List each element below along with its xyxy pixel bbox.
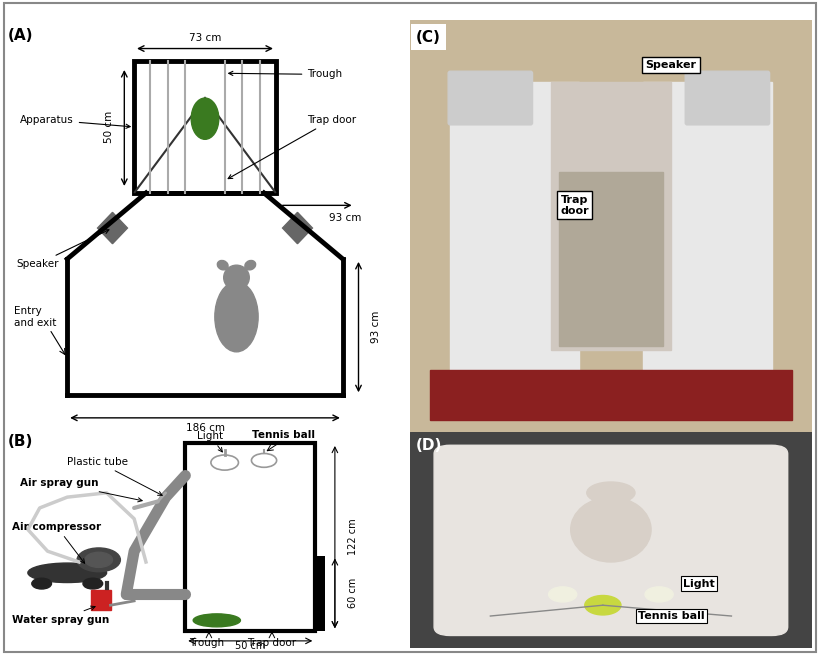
- Text: 60 cm: 60 cm: [347, 578, 357, 608]
- Text: Light: Light: [197, 431, 223, 452]
- Text: Entry
and exit: Entry and exit: [14, 306, 57, 328]
- Circle shape: [32, 578, 52, 589]
- Bar: [550, 81, 670, 350]
- Bar: [314, 555, 324, 631]
- Ellipse shape: [193, 614, 240, 627]
- Ellipse shape: [570, 497, 650, 562]
- Ellipse shape: [191, 98, 219, 140]
- Ellipse shape: [245, 261, 256, 270]
- Text: (B): (B): [8, 434, 34, 449]
- Ellipse shape: [586, 482, 634, 504]
- Text: 93 cm: 93 cm: [371, 311, 381, 343]
- Circle shape: [77, 548, 120, 572]
- Circle shape: [85, 552, 112, 567]
- Bar: [91, 590, 111, 610]
- Text: (D): (D): [415, 438, 442, 453]
- Bar: [642, 81, 771, 370]
- Circle shape: [645, 587, 672, 602]
- Text: 122 cm: 122 cm: [347, 519, 357, 555]
- Circle shape: [83, 578, 102, 589]
- Bar: [134, 61, 275, 193]
- FancyBboxPatch shape: [685, 71, 769, 125]
- Polygon shape: [283, 212, 312, 244]
- Bar: [185, 443, 314, 631]
- Bar: [450, 81, 578, 370]
- Text: Plastic tube: Plastic tube: [67, 457, 162, 495]
- Bar: [429, 370, 790, 420]
- Text: 50 cm: 50 cm: [235, 641, 265, 651]
- Text: Trough: Trough: [229, 69, 342, 79]
- Text: (C): (C): [415, 30, 441, 45]
- Text: (A): (A): [8, 28, 34, 43]
- Text: 93 cm: 93 cm: [328, 213, 360, 223]
- Text: Water spray gun: Water spray gun: [12, 606, 109, 624]
- Ellipse shape: [224, 265, 249, 290]
- Circle shape: [548, 587, 576, 602]
- Text: Speaker: Speaker: [645, 60, 696, 70]
- Text: Air compressor: Air compressor: [12, 521, 101, 563]
- Text: Air spray gun: Air spray gun: [20, 478, 142, 502]
- Ellipse shape: [217, 261, 228, 270]
- Text: Trap door: Trap door: [247, 638, 296, 648]
- Ellipse shape: [215, 282, 258, 352]
- Text: 50 cm: 50 cm: [103, 111, 113, 143]
- Text: Trap door: Trap door: [228, 115, 356, 179]
- Ellipse shape: [28, 563, 106, 582]
- Bar: [558, 172, 663, 346]
- FancyBboxPatch shape: [448, 71, 532, 125]
- Text: Tennis ball: Tennis ball: [637, 611, 704, 621]
- Circle shape: [584, 595, 620, 615]
- Text: Apparatus: Apparatus: [20, 115, 130, 128]
- Text: Light: Light: [682, 578, 714, 589]
- Text: Tennis ball: Tennis ball: [252, 430, 314, 440]
- Text: 186 cm: 186 cm: [185, 423, 224, 433]
- Polygon shape: [97, 212, 127, 244]
- Text: Trap
door: Trap door: [559, 195, 588, 216]
- Text: Speaker: Speaker: [16, 230, 109, 269]
- FancyBboxPatch shape: [433, 445, 787, 635]
- Text: Trough: Trough: [189, 638, 224, 648]
- Text: 73 cm: 73 cm: [188, 33, 221, 43]
